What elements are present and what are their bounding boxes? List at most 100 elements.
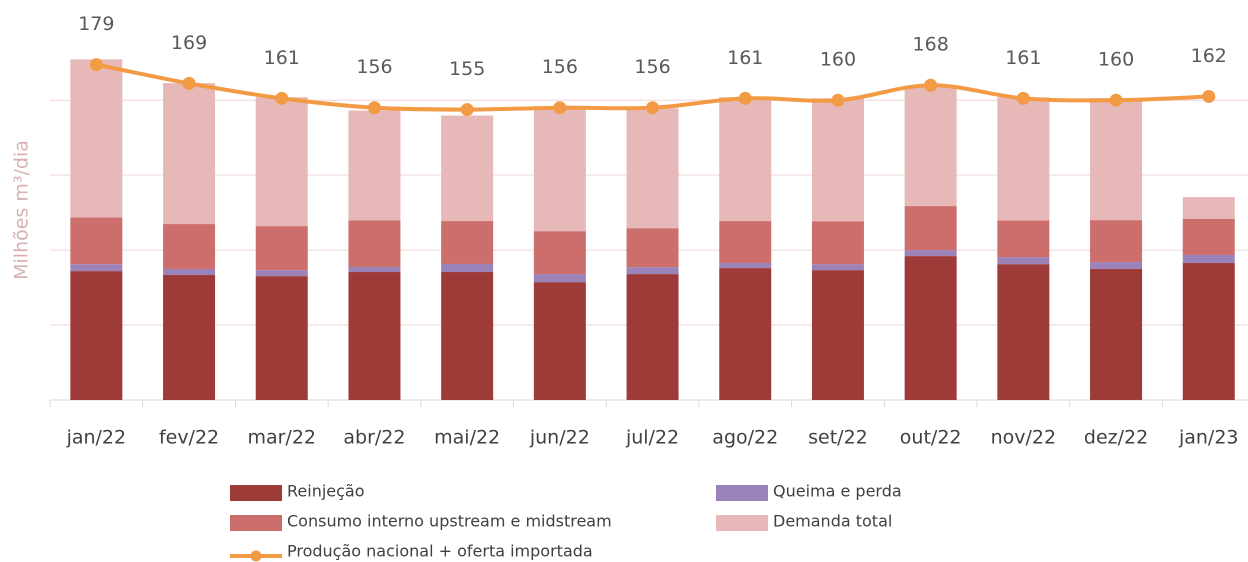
bar-segment	[70, 217, 123, 265]
line-marker	[182, 76, 196, 90]
x-tick-label: mai/22	[434, 427, 500, 449]
bar-segment	[441, 221, 494, 264]
x-tick-label: mar/22	[247, 427, 316, 449]
value-label: 161	[1005, 47, 1041, 69]
bar-segment	[719, 263, 772, 269]
x-tick-label: jun/22	[529, 427, 590, 449]
value-label: 161	[264, 47, 300, 69]
bar-segment	[811, 270, 864, 400]
bar-segment	[348, 110, 401, 221]
value-label: 160	[1098, 49, 1134, 71]
line-marker	[1016, 91, 1030, 105]
bar-segment	[441, 272, 494, 400]
legend-label: Queima e perda	[773, 482, 902, 501]
bar-segment	[163, 275, 216, 400]
bar-segment	[626, 108, 679, 229]
x-tick-label: nov/22	[991, 427, 1057, 449]
bar-segment	[255, 276, 308, 400]
legend-label: Produção nacional + oferta importada	[287, 542, 593, 561]
bar-segment	[1090, 262, 1143, 270]
bar-segment	[533, 231, 586, 275]
bar-segment	[719, 268, 772, 400]
legend-swatch	[230, 485, 282, 501]
bar-segment	[533, 274, 586, 283]
bar-segment	[1182, 219, 1235, 255]
value-label: 169	[171, 32, 207, 54]
line-marker	[553, 101, 567, 115]
x-tick-label: jan/23	[1178, 427, 1239, 449]
line-marker	[89, 58, 103, 72]
legend-swatch	[230, 515, 282, 531]
legend-label: Reinjeção	[287, 482, 365, 501]
value-label: 179	[78, 13, 114, 35]
bar-segment	[441, 263, 494, 273]
line-marker	[646, 101, 660, 115]
legend-label: Consumo interno upstream e midstream	[287, 512, 612, 531]
bar-segment	[348, 266, 401, 273]
bar-segment	[163, 269, 216, 276]
legend-swatch	[716, 485, 768, 501]
value-label: 160	[820, 49, 856, 71]
x-tick-label: dez/22	[1084, 427, 1148, 449]
bar-segment	[904, 87, 957, 207]
line-marker	[738, 91, 752, 105]
bar-segment	[1090, 98, 1143, 221]
value-label: 162	[1191, 45, 1227, 67]
value-label: 156	[634, 56, 670, 78]
bar-segment	[811, 221, 864, 265]
bar-segment	[533, 107, 586, 232]
bar-segment	[719, 221, 772, 264]
bar-segment	[997, 220, 1050, 258]
value-label: 156	[356, 56, 392, 78]
value-label: 156	[542, 56, 578, 78]
bar-segment	[1182, 254, 1235, 264]
value-label: 155	[449, 58, 485, 80]
bar-segment	[163, 224, 216, 270]
bar-segment	[255, 270, 308, 277]
bar-segment	[811, 264, 864, 271]
line-marker	[1109, 93, 1123, 107]
bar-segment	[904, 206, 957, 251]
x-tick-label: jul/22	[625, 427, 679, 449]
line-marker	[460, 103, 474, 117]
bar-segment	[997, 264, 1050, 400]
y-axis-label: Milhões m³/dia	[11, 140, 33, 280]
bar-segment	[997, 257, 1050, 265]
bar-segment	[997, 97, 1050, 221]
line-marker	[831, 93, 845, 107]
line-marker	[275, 91, 289, 105]
x-tick-label: out/22	[900, 427, 962, 449]
value-label: 168	[913, 34, 949, 56]
bar-segment	[70, 264, 123, 272]
x-tick-label: fev/22	[159, 427, 219, 449]
bar-segment	[348, 220, 401, 267]
bar-segment	[70, 271, 123, 400]
legend-swatch	[716, 515, 768, 531]
line-marker	[1202, 89, 1216, 103]
bar-segment	[719, 97, 772, 222]
value-label: 161	[727, 47, 763, 69]
bar-segment	[1090, 220, 1143, 263]
bar-segment	[904, 256, 957, 400]
bar-segment	[626, 228, 679, 268]
x-tick-label: abr/22	[343, 427, 405, 449]
bar-segment	[70, 59, 123, 218]
x-tick-label: set/22	[808, 427, 868, 449]
line-marker	[924, 78, 938, 92]
bar-segment	[1182, 197, 1235, 220]
bar-segment	[163, 83, 216, 225]
legend-marker	[250, 550, 262, 562]
legend-label: Demanda total	[773, 512, 892, 531]
bar-segment	[904, 250, 957, 257]
bar-segment	[1182, 263, 1235, 400]
bar-segment	[255, 97, 308, 227]
bar-segment	[255, 226, 308, 271]
x-tick-label: jan/22	[66, 427, 127, 449]
bar-segment	[811, 98, 864, 222]
bar-segment	[441, 115, 494, 222]
line-marker	[367, 101, 381, 115]
bar-segment	[533, 282, 586, 400]
x-tick-label: ago/22	[712, 427, 778, 449]
bar-segment	[1090, 269, 1143, 400]
